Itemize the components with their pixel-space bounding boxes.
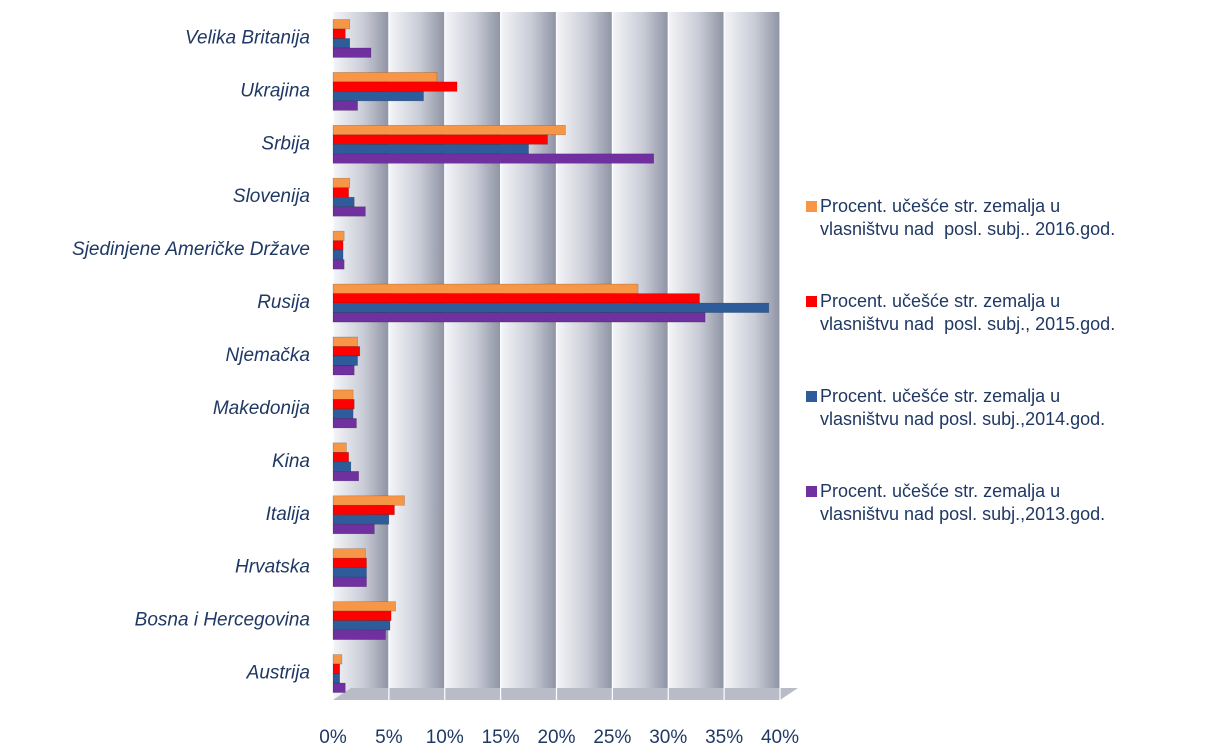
bar xyxy=(332,259,345,270)
chart: 0% 5% 10% 15% 20% 25% 30% 35% 40% Velika Britanij… xyxy=(72,12,799,747)
y-tick-label: Hrvatska xyxy=(235,557,310,578)
bar xyxy=(332,399,355,410)
bar xyxy=(332,610,392,621)
y-tick-label: Ukrajina xyxy=(240,80,310,101)
bar xyxy=(332,293,700,304)
bar xyxy=(332,389,354,400)
bar xyxy=(332,196,355,208)
x-tick-label: 25% xyxy=(593,727,631,747)
bar xyxy=(332,283,639,294)
plot-band xyxy=(444,12,501,700)
bar xyxy=(332,206,366,217)
y-tick-label: Njemačka xyxy=(226,345,310,366)
plot-band xyxy=(668,12,725,700)
x-tick-label: 20% xyxy=(537,727,575,747)
plot-band xyxy=(388,12,445,700)
x-tick-label: 10% xyxy=(426,727,464,747)
bar xyxy=(332,47,372,58)
bar xyxy=(332,408,354,419)
bar xyxy=(332,601,396,612)
legend-item: Procent. učešće str. zemalja u vlasništv… xyxy=(806,195,1216,290)
y-tick-label: Austrija xyxy=(246,663,310,684)
bar xyxy=(332,144,529,155)
legend-item: Procent. učešće str. zemalja u vlasništv… xyxy=(806,480,1216,575)
y-tick-label: Makedonija xyxy=(213,398,310,419)
bar xyxy=(332,336,358,347)
bar xyxy=(332,355,358,366)
bar xyxy=(332,153,655,164)
bar xyxy=(332,620,391,631)
bar xyxy=(332,28,346,39)
bar xyxy=(332,663,341,674)
legend-label: Procent. učešće str. zemalja u vlasništv… xyxy=(820,481,1106,524)
bar xyxy=(332,249,344,260)
bar xyxy=(332,187,349,198)
legend-swatch xyxy=(806,486,817,497)
legend-item: Procent. učešće str. zemalja u vlasništv… xyxy=(806,290,1216,385)
bar xyxy=(332,567,367,578)
bar xyxy=(332,504,395,516)
bar xyxy=(332,365,355,376)
bar xyxy=(332,230,345,241)
y-tick-label: Italija xyxy=(266,504,310,525)
bar xyxy=(332,19,351,30)
bar xyxy=(332,495,405,506)
bar xyxy=(332,461,352,472)
legend-label: Procent. učešće str. zemalja u vlasništv… xyxy=(820,386,1106,429)
bar xyxy=(332,442,347,453)
y-tick-label: Slovenija xyxy=(233,186,310,207)
bar xyxy=(332,134,548,145)
bar xyxy=(332,523,375,535)
bar xyxy=(332,629,386,640)
x-tick-label: 30% xyxy=(649,727,687,747)
y-tick-label: Bosna i Hercegovina xyxy=(135,610,310,631)
x-tick-label: 15% xyxy=(482,727,520,747)
bar xyxy=(332,240,344,251)
legend-swatch xyxy=(806,391,817,402)
legend-label: Procent. učešće str. zemalja u vlasništv… xyxy=(820,196,1116,239)
bar xyxy=(332,346,361,357)
bar xyxy=(332,177,351,189)
bar xyxy=(332,548,366,559)
bar xyxy=(332,81,458,92)
y-tick-label: Srbija xyxy=(261,133,310,154)
plot-band xyxy=(500,12,557,700)
legend-item: Procent. učešće str. zemalja u vlasništv… xyxy=(806,385,1216,480)
x-tick-label: 5% xyxy=(375,727,403,747)
plot-band xyxy=(724,12,780,700)
y-tick-label: Velika Britanija xyxy=(185,27,310,48)
y-tick-label: Sjedinjene Američke Države xyxy=(72,239,310,260)
bar xyxy=(332,418,357,429)
legend-swatch xyxy=(806,201,817,212)
x-tick-label: 40% xyxy=(761,727,799,747)
x-tick-label: 0% xyxy=(319,727,347,747)
plot-band xyxy=(556,12,613,700)
y-tick-label: Rusija xyxy=(257,292,310,313)
bar xyxy=(332,452,349,463)
legend: Procent. učešće str. zemalja u vlasništv… xyxy=(806,195,1216,575)
bar xyxy=(332,471,360,482)
bar xyxy=(332,312,706,323)
bar xyxy=(332,514,390,525)
floor xyxy=(333,688,798,700)
bar xyxy=(332,557,367,568)
bar xyxy=(332,91,424,102)
legend-swatch xyxy=(806,296,817,307)
x-tick-label: 35% xyxy=(705,727,743,747)
bar xyxy=(332,654,343,665)
plot-band xyxy=(612,12,669,700)
legend-label: Procent. učešće str. zemalja u vlasništv… xyxy=(820,291,1116,334)
bar xyxy=(332,125,566,136)
y-tick-label: Kina xyxy=(272,451,310,472)
bar xyxy=(332,682,346,693)
bar xyxy=(332,100,358,111)
bar xyxy=(332,38,351,49)
bar xyxy=(332,673,341,684)
bar xyxy=(332,302,770,313)
bar xyxy=(332,72,438,83)
bar xyxy=(332,576,367,587)
